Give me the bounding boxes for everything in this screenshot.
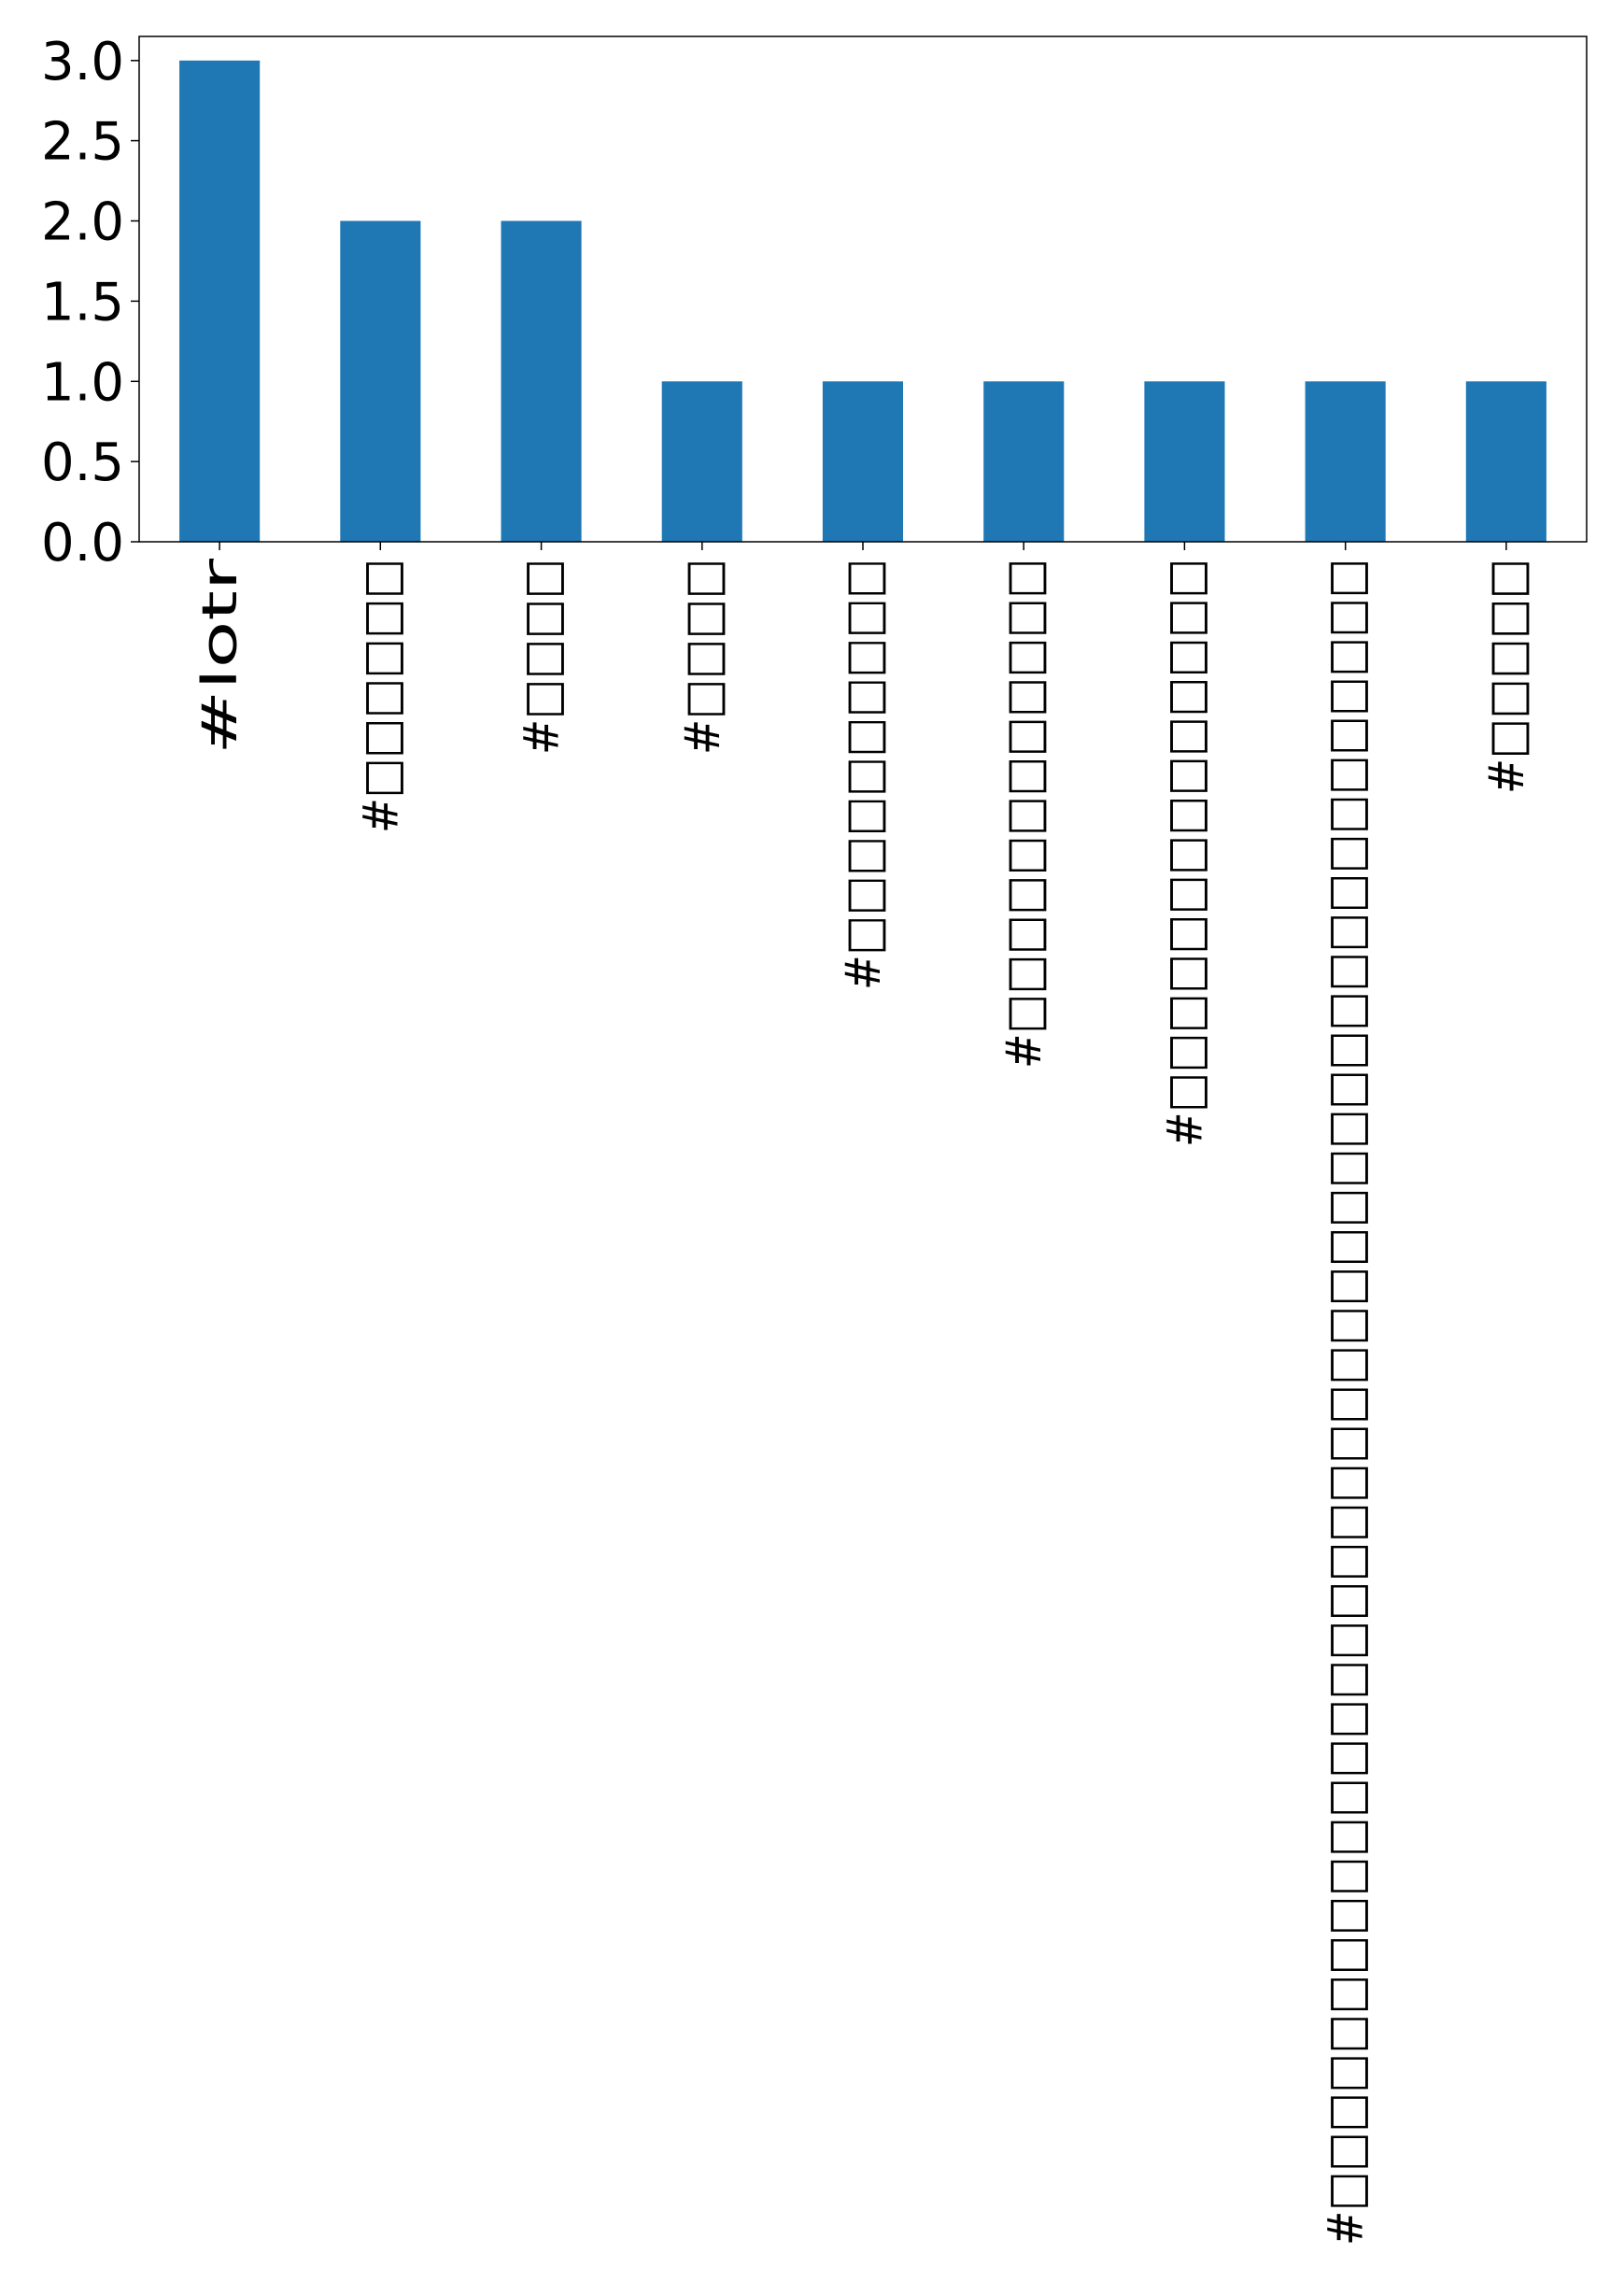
y-tick-label: 0.0: [41, 513, 124, 574]
y-tick-label: 2.5: [41, 112, 124, 173]
x-tick-label: #□□□□: [675, 559, 731, 755]
bar: [501, 220, 582, 542]
x-tick-label: #□□□□□□□□□□□□□□□□□□□□□□□□□□□□□□□□□□□□□□□…: [1319, 559, 1375, 2246]
bars-group: [179, 60, 1546, 543]
bar: [822, 381, 903, 542]
x-tick-label: #□□□□□□□□□□: [836, 559, 892, 990]
plot-area-frame: [138, 35, 1588, 543]
y-tick-label: 3.0: [41, 32, 124, 92]
x-tick-label: #lotr: [192, 558, 248, 755]
x-tick-label: #□□□□: [515, 559, 571, 755]
x-tick-label: #□□□□□: [1479, 559, 1535, 794]
y-tick-label: 1.5: [41, 272, 124, 333]
bar: [983, 381, 1065, 542]
bar: [1144, 381, 1225, 542]
bar: [179, 60, 261, 543]
y-tick-label: 1.0: [41, 352, 124, 413]
x-tick-label: #□□□□□□□□□□□□□□: [1157, 559, 1213, 1147]
bar: [340, 220, 421, 542]
y-axis: 0.0 0.5 1.0 1.5 2.0 2.5 3.0: [41, 32, 139, 574]
bar: [1465, 381, 1546, 542]
y-tick-label: 0.5: [41, 432, 124, 493]
x-tick-label: #□□□□□□: [353, 559, 409, 833]
bar: [661, 381, 742, 542]
x-axis: #lotr #□□□□□□ #□□□□ #□□□□ #□□□□□□□□□□ #□□□□□□…: [192, 542, 1535, 2246]
x-tick-label: #□□□□□□□□□□□□: [996, 559, 1052, 1069]
y-tick-label: 2.0: [41, 192, 124, 253]
bar: [1305, 381, 1386, 542]
